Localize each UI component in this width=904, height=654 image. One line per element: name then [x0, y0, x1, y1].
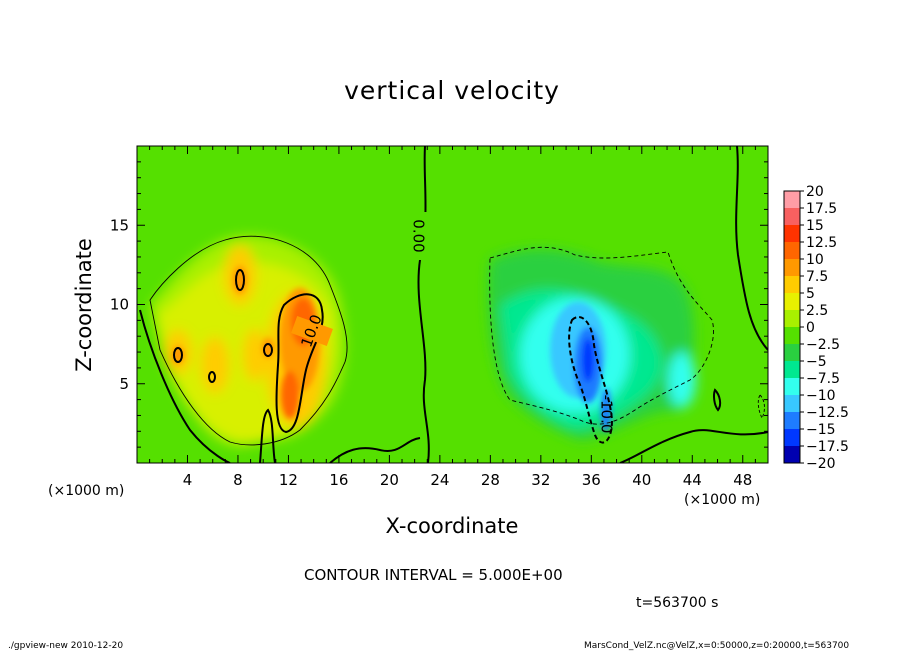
y-tick-label: 5: [119, 375, 129, 393]
footer-left: ./gpview-new 2010-12-20: [8, 641, 124, 651]
colorbar-swatch: [784, 344, 800, 362]
contour-label-bg-zero: [408, 212, 428, 260]
contour-label-minus10: -10.0: [598, 395, 616, 434]
colorbar-label: 12.5: [806, 235, 837, 251]
colorbar-label: 5: [806, 286, 815, 302]
x-axis-label: X-coordinate: [385, 514, 519, 538]
colorbar-label: 7.5: [806, 269, 828, 285]
x-tick-label: 24: [430, 471, 449, 489]
colorbar-swatch: [784, 276, 800, 294]
heatmap-field: [137, 146, 768, 463]
x-tick-label: 48: [733, 471, 752, 489]
contour-zero-stem: [259, 408, 276, 463]
contour-plus10: [275, 293, 324, 434]
contour-plus5: [149, 235, 348, 446]
x-tick-label: 32: [531, 471, 550, 489]
colorbar-swatch: [784, 310, 800, 328]
y-axis-unit: (×1000 m): [48, 483, 125, 499]
colorbar-label: 2.5: [806, 303, 828, 319]
x-tick-label: 40: [632, 471, 651, 489]
colorbar-swatch: [784, 259, 800, 277]
contour-zero-base: [329, 437, 421, 463]
colorbar-label: 10: [806, 252, 824, 268]
x-tick-label: 44: [683, 471, 702, 489]
colorbar-swatch: [784, 208, 800, 226]
contour-zero-mid: [417, 146, 430, 463]
colorbar-label: 17.5: [806, 201, 837, 217]
contour-interval: CONTOUR INTERVAL = 5.000E+00: [304, 566, 563, 584]
chart-title: vertical velocity: [344, 76, 560, 105]
x-axis: 4 8 12 16 20 24 28 32 36 40 44 48: [149, 146, 756, 489]
colorbar-swatch: [784, 378, 800, 396]
colorbar-label: −2.5: [806, 337, 840, 353]
colorbar-label: −7.5: [806, 371, 840, 387]
x-tick-label: 20: [380, 471, 399, 489]
colorbar-label: −5: [806, 354, 827, 370]
time-label: t=563700 s: [636, 595, 719, 611]
y-axis: 5 10 15: [110, 161, 768, 448]
colorbar-label: 20: [806, 184, 824, 200]
contour-small-right: [713, 388, 722, 412]
colorbar-swatch: [784, 429, 800, 447]
contour-zero-left: [139, 309, 231, 463]
colorbar-label: 0: [806, 320, 815, 336]
colorbar-swatch: [784, 242, 800, 260]
colorbar-swatch: [784, 361, 800, 379]
contour-small-edge: [757, 394, 765, 420]
contour-minus10: [568, 316, 614, 444]
colorbar-label: −17.5: [806, 439, 849, 455]
colorbar-swatch: [784, 225, 800, 243]
contour-zero-base-right: [619, 429, 768, 463]
contour-label-zero: 0.00: [410, 219, 428, 252]
contour-labels: 0.00 10.0 -10.0: [291, 212, 616, 434]
contour-plus10-d: [263, 343, 273, 357]
colorbar-label: −10: [806, 388, 836, 404]
contour-plus10-a: [235, 269, 245, 291]
colorbar-label: −12.5: [806, 405, 849, 421]
colorbar-label: −15: [806, 422, 836, 438]
colorbar-swatch: [784, 395, 800, 413]
colorbar: 2017.51512.5107.552.50−2.5−5−7.5−10−12.5…: [783, 184, 849, 472]
colorbar-label: 15: [806, 218, 824, 234]
contour-lines: [139, 146, 768, 463]
colorbar-swatch: [784, 293, 800, 311]
colorbar-label: −20: [806, 456, 836, 472]
colorbar-swatch: [784, 446, 800, 464]
x-tick-label: 4: [183, 471, 193, 489]
x-tick-label: 8: [233, 471, 243, 489]
colorbar-swatch: [784, 412, 800, 430]
contour-zero-right: [735, 146, 768, 351]
contour-plus10-b: [173, 347, 183, 363]
y-axis-label: Z-coordinate: [72, 238, 96, 372]
contour-minus5: [489, 246, 714, 425]
x-axis-unit: (×1000 m): [684, 492, 761, 508]
x-tick-label: 16: [329, 471, 348, 489]
colorbar-swatch: [784, 191, 800, 209]
contour-plus10-c: [208, 371, 216, 383]
x-tick-label: 28: [481, 471, 500, 489]
y-tick-label: 15: [110, 216, 129, 234]
contour-label-bg-plus10: [291, 316, 333, 346]
y-tick-label: 10: [110, 296, 129, 314]
x-tick-label: 36: [582, 471, 601, 489]
x-tick-label: 12: [279, 471, 298, 489]
colorbar-swatch: [784, 327, 800, 345]
footer-right: MarsCond_VelZ.nc@VelZ,x=0:50000,z=0:2000…: [584, 641, 850, 651]
downdraft-core: [550, 302, 611, 432]
